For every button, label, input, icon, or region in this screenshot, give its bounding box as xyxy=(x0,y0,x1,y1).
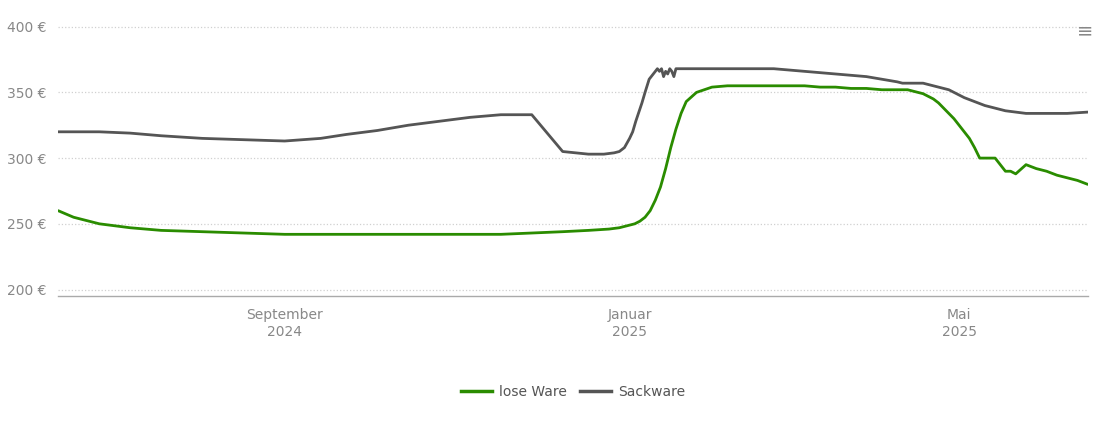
Legend: lose Ware, Sackware: lose Ware, Sackware xyxy=(455,380,690,405)
Text: ≡: ≡ xyxy=(1077,21,1093,40)
